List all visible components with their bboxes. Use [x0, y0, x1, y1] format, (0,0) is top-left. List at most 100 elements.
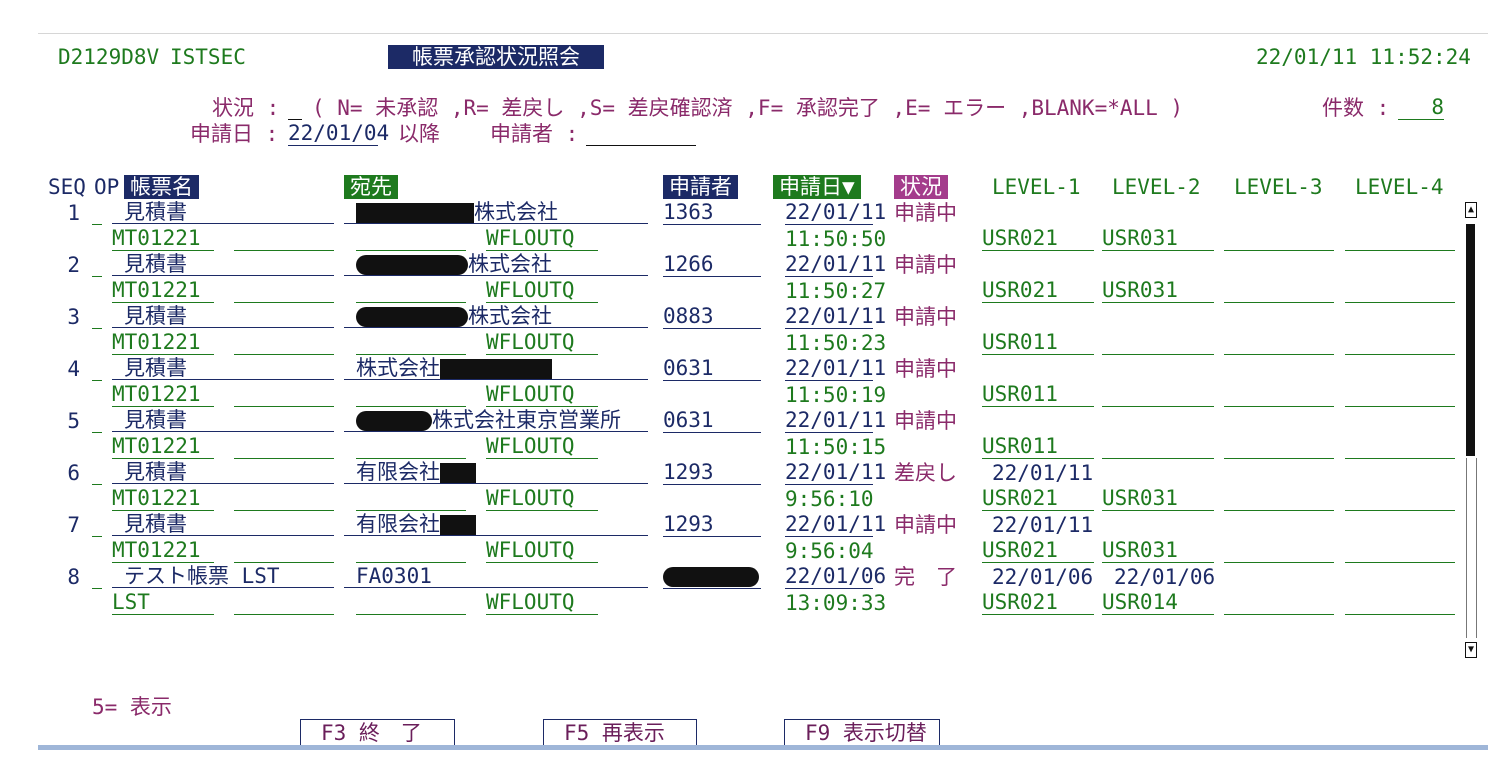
scroll-thumb[interactable]: [1466, 224, 1475, 456]
row-apply-date: 22/01/11: [785, 460, 887, 485]
row-op-input[interactable]: [92, 304, 102, 329]
row-applicant: [663, 564, 761, 589]
row-form-name: 見積書: [112, 408, 334, 432]
apply-date-input[interactable]: 22/01/04: [288, 121, 390, 146]
col-form-name: 帳票名: [124, 175, 199, 199]
row-form-name: 見積書: [112, 252, 334, 276]
destination-text: 有限会社: [356, 512, 440, 536]
row-form-code: MT01221: [112, 382, 214, 407]
redaction-block: [356, 203, 474, 223]
count-label: 件数 :: [1322, 96, 1390, 120]
option-hint: 5= 表示: [92, 695, 172, 719]
scroll-up-icon[interactable]: ▲: [1465, 202, 1477, 218]
row-op-input[interactable]: [92, 408, 102, 433]
row-form-sub: [234, 486, 334, 511]
f5-refresh-button[interactable]: F5 再表示: [543, 719, 697, 745]
row-seq: 2: [67, 253, 80, 277]
row-seq: 1: [67, 201, 80, 225]
row-destination: 株式会社: [344, 200, 648, 224]
row-queue: WFLOUTQ: [486, 226, 598, 251]
row-form-code: MT01221: [112, 330, 214, 355]
row-form-code: MT01221: [112, 226, 214, 251]
row-form-name: 見積書: [112, 304, 334, 328]
row-apply-date: 22/01/06: [785, 564, 887, 589]
row-status: 申請中: [894, 305, 957, 329]
status-filter-input[interactable]: [288, 95, 302, 120]
row-status: 申請中: [894, 253, 957, 277]
row-level3-user: [1224, 278, 1334, 303]
row-apply-time: 13:09:33: [785, 591, 887, 615]
row-op-input[interactable]: [92, 460, 102, 485]
row-queue: WFLOUTQ: [486, 538, 598, 563]
row-destination: 株式会社: [344, 356, 648, 380]
row-dest-sub: [356, 434, 466, 459]
row-applicant: 0631: [663, 408, 761, 433]
row-op-input[interactable]: [92, 564, 102, 589]
row-level1-date: 22/01/11: [992, 513, 1094, 537]
row-applicant: 0883: [663, 304, 761, 329]
row-queue: WFLOUTQ: [486, 330, 598, 355]
destination-text: 株式会社: [356, 356, 440, 380]
redaction-block: [440, 463, 476, 483]
row-apply-date: 22/01/11: [785, 512, 887, 537]
row-level4-user: [1345, 538, 1455, 563]
row-level1-date: 22/01/06: [992, 565, 1094, 589]
row-destination: FA0301: [344, 564, 648, 588]
row-level1-user: USR011: [982, 434, 1094, 459]
row-seq: 4: [67, 357, 80, 381]
row-seq: 8: [67, 565, 80, 589]
col-apply-date: 申請日▼: [773, 175, 861, 199]
row-op-input[interactable]: [92, 252, 102, 277]
row-level1-date: 22/01/11: [992, 461, 1094, 485]
row-level3-user: [1224, 538, 1334, 563]
row-op-input[interactable]: [92, 356, 102, 381]
redaction-block: [440, 515, 476, 535]
row-level3-user: [1224, 330, 1334, 355]
row-dest-sub: [356, 330, 466, 355]
row-op-input[interactable]: [92, 512, 102, 537]
row-level2-user: USR031: [1102, 278, 1214, 303]
row-level4-user: [1345, 330, 1455, 355]
row-apply-time: 11:50:23: [785, 331, 887, 355]
scroll-track[interactable]: [1466, 458, 1477, 638]
row-op-input[interactable]: [92, 200, 102, 225]
row-apply-time: 11:50:27: [785, 279, 887, 303]
col-level2: LEVEL-2: [1112, 175, 1201, 199]
apply-date-label: 申請日 :: [190, 122, 279, 146]
row-seq: 7: [67, 513, 80, 537]
redaction-block: [440, 359, 552, 379]
col-op: OP: [94, 175, 120, 199]
row-form-sub: [234, 226, 334, 251]
row-level3-user: [1224, 226, 1334, 251]
redaction-block: [356, 255, 468, 275]
f9-toggle-view-button[interactable]: F9 表示切替: [784, 719, 940, 745]
scrollbar[interactable]: ▲ ▼: [1465, 202, 1477, 662]
row-applicant: 1293: [663, 460, 761, 485]
applicant-filter-input[interactable]: [586, 121, 696, 146]
row-form-sub: [234, 278, 334, 303]
row-destination: 株式会社東京営業所: [344, 408, 648, 432]
screen-title: 帳票承認状況照会: [388, 45, 604, 69]
row-apply-time: 11:50:50: [785, 227, 887, 251]
row-level4-user: [1345, 434, 1455, 459]
destination-text: 株式会社: [468, 252, 552, 276]
scroll-down-icon[interactable]: ▼: [1465, 642, 1477, 658]
row-form-code: MT01221: [112, 434, 214, 459]
row-level1-user: USR011: [982, 382, 1094, 407]
datetime: 22/01/11 11:52:24: [1256, 45, 1471, 69]
footer-bar: [38, 745, 1488, 750]
row-status: 完 了: [894, 565, 957, 589]
row-level1-user: USR021: [982, 278, 1094, 303]
row-form-name: 見積書: [112, 512, 334, 536]
row-form-sub: [234, 590, 334, 615]
destination-text: 株式会社: [468, 304, 552, 328]
row-level2-date: 22/01/06: [1114, 565, 1216, 589]
row-form-sub: [234, 330, 334, 355]
f3-exit-button[interactable]: F3 終 了: [300, 719, 455, 745]
destination-text: FA0301: [356, 564, 432, 588]
row-destination: 有限会社: [344, 512, 648, 536]
row-status: 申請中: [894, 409, 957, 433]
row-apply-date: 22/01/11: [785, 252, 887, 277]
row-form-code: MT01221: [112, 486, 214, 511]
row-level3-user: [1224, 434, 1334, 459]
